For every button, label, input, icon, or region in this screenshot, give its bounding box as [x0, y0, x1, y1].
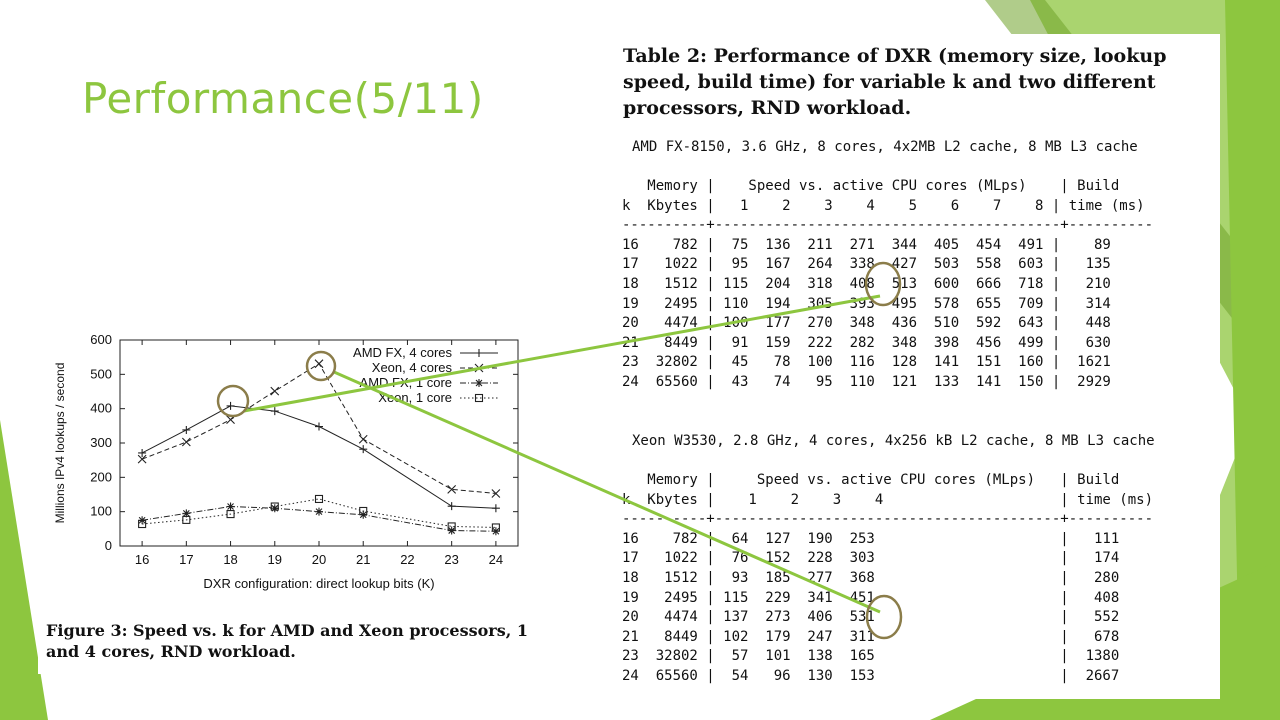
data-point-marker [314, 359, 324, 369]
x-tick-label: 21 [356, 552, 370, 567]
speed-chart: 16 17 18 19 20 21 22 23 24 0 100 200 300 400 500 600 AM… [53, 332, 519, 591]
data-point-marker [315, 422, 323, 431]
table-row: 16 782 | 75 136 211 271 344 405 454 491 … [622, 236, 1111, 253]
series-amd-fx-1-core [138, 502, 500, 536]
series-line [141, 405, 496, 509]
data-point-marker [138, 519, 147, 529]
slide-title: Performance(5/11) [82, 74, 484, 123]
table-row: 16 782 | 64 127 190 253 | 111 [622, 530, 1120, 547]
table-row: 20 4474 | 100 177 270 348 436 510 592 64… [622, 315, 1111, 332]
data-point-marker [358, 434, 368, 444]
table-row: 18 1512 | 93 185 277 368 | 280 [622, 570, 1120, 586]
bottom-left-accent-shape [0, 420, 48, 720]
data-point-marker [137, 454, 147, 464]
y-tick-label: 300 [90, 435, 112, 450]
data-point-marker [138, 448, 147, 457]
y-tick-label: 400 [90, 401, 112, 416]
table-row: 17 1022 | 76 152 228 303 | 174 [622, 550, 1120, 567]
legend-label: AMD FX, 1 core [360, 375, 452, 390]
amd-config-line: AMD FX-8150, 3.6 GHz, 8 cores, 4x2MB L2 … [632, 139, 1138, 155]
data-point-marker [181, 437, 191, 447]
table-panel: Table 2: Performance of DXR (memory size… [612, 34, 1220, 699]
legend-label: Xeon, 4 cores [372, 360, 453, 375]
data-point-marker [475, 349, 483, 357]
table-row: 18 1512 | 115 204 318 408 513 600 666 71… [622, 276, 1111, 292]
data-point-marker [270, 386, 280, 396]
table-row: 21 8449 | 102 179 247 311 | 678 [622, 628, 1120, 645]
data-point-marker [226, 502, 235, 511]
table-row: 17 1022 | 95 167 264 338 427 503 558 603… [622, 256, 1111, 273]
table-row: 20 4474 | 137 273 406 531 | 552 [622, 609, 1120, 626]
data-point-marker [359, 445, 368, 454]
data-point-marker [226, 510, 235, 519]
table-caption: Table 2: Performance of DXR (memory size… [623, 45, 1167, 119]
data-point-marker [182, 515, 191, 524]
data-point-marker [315, 507, 323, 516]
y-axis-label: Millions IPv4 lookups / second [53, 363, 67, 524]
data-point-marker [182, 425, 191, 434]
data-point-marker [182, 509, 191, 518]
series-line [142, 498, 496, 528]
chart-axes: 16 17 18 19 20 21 22 23 24 0 100 200 300 400 500 600 [90, 332, 519, 567]
table-rule: ----------+-----------------------------… [622, 217, 1154, 234]
data-point-marker [270, 504, 279, 513]
data-point-marker [314, 494, 324, 504]
data-point-marker [447, 502, 456, 511]
table-row: 21 8449 | 91 159 222 282 348 398 456 499… [622, 334, 1111, 351]
figure-panel: 16 17 18 19 20 21 22 23 24 0 100 200 300 400 500 600 AM… [38, 322, 538, 674]
table-row: 24 65560 | 43 74 95 110 121 133 141 150 … [622, 374, 1111, 390]
y-tick-label: 100 [90, 504, 112, 519]
y-tick-label: 600 [90, 332, 112, 347]
x-axis-label: DXR configuration: direct lookup bits (K… [203, 576, 434, 591]
y-tick-label: 200 [90, 469, 112, 484]
figure-caption: Figure 3: Speed vs. k for AMD and Xeon p… [46, 621, 528, 661]
x-tick-label: 18 [223, 552, 237, 567]
x-tick-label: 17 [179, 552, 193, 567]
x-tick-label: 16 [135, 552, 149, 567]
table-row: 24 65560 | 54 96 130 153 | 2667 [622, 668, 1120, 684]
right-edge-stripe [1225, 0, 1280, 720]
x-tick-label: 19 [268, 552, 282, 567]
data-point-marker [491, 504, 500, 513]
data-point-marker [475, 379, 483, 387]
table-row: 19 2495 | 115 229 341 451 | 408 [622, 589, 1120, 606]
table-row: 23 32802 | 45 78 100 116 128 141 151 160… [622, 354, 1111, 371]
data-point-marker [226, 415, 235, 425]
y-tick-label: 500 [90, 366, 112, 381]
xeon-config-line: Xeon W3530, 2.8 GHz, 4 cores, 4x256 kB L… [632, 433, 1155, 449]
x-tick-label: 24 [489, 552, 503, 567]
data-point-marker [447, 526, 456, 535]
data-point-marker [270, 502, 279, 511]
y-tick-label: 0 [105, 538, 112, 553]
table-header-row: Memory | Speed vs. active CPU cores (MLp… [622, 178, 1120, 194]
x-tick-label: 22 [400, 552, 414, 567]
legend-label: AMD FX, 4 cores [353, 345, 452, 360]
table-header-row: k Kbytes | 1 2 3 4 5 6 7 8 | time (ms) [622, 197, 1145, 214]
x-tick-label: 20 [312, 552, 326, 567]
legend-label: Xeon, 1 core [378, 390, 452, 405]
table-row: 19 2495 | 110 194 305 393 495 578 655 70… [622, 295, 1111, 312]
table-row: 23 32802 | 57 101 138 165 | 1380 [622, 648, 1120, 665]
data-point-marker [226, 401, 235, 410]
x-tick-label: 23 [444, 552, 458, 567]
table-rule: ----------+-----------------------------… [622, 511, 1154, 528]
table-header-row: k Kbytes | 1 2 3 4 | time (ms) [622, 491, 1154, 508]
data-point-marker [270, 407, 279, 416]
table-header-row: Memory | Speed vs. active CPU cores (MLp… [622, 472, 1120, 488]
